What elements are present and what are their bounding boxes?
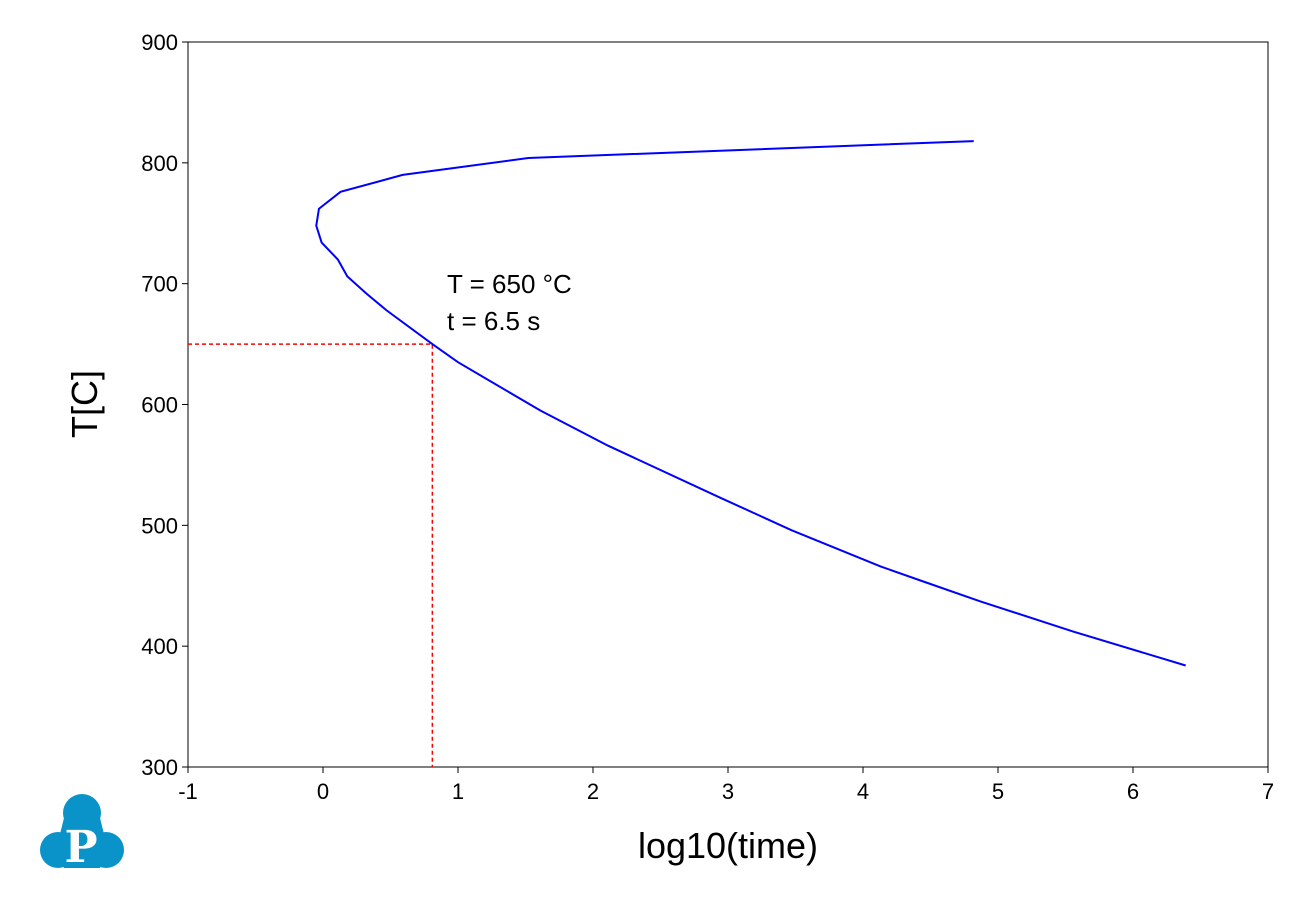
annotation-time: t = 6.5 s bbox=[447, 306, 540, 336]
y-tick-label: 500 bbox=[141, 513, 178, 538]
x-tick-label: 5 bbox=[992, 779, 1004, 804]
y-tick-label: 900 bbox=[141, 30, 178, 55]
logo: P bbox=[40, 794, 124, 873]
logo-body bbox=[56, 818, 108, 868]
x-tick-label: 1 bbox=[452, 779, 464, 804]
x-axis-label: log10(time) bbox=[638, 825, 818, 866]
y-tick-label: 300 bbox=[141, 755, 178, 780]
x-tick-label: 4 bbox=[857, 779, 869, 804]
y-tick-label: 800 bbox=[141, 151, 178, 176]
logo-letter: P bbox=[64, 822, 97, 873]
x-tick-label: -1 bbox=[178, 779, 198, 804]
guide-line bbox=[188, 343, 434, 767]
x-tick-label: 0 bbox=[317, 779, 329, 804]
x-tick-label: 3 bbox=[722, 779, 734, 804]
annotation-temperature: T = 650 °C bbox=[447, 269, 572, 299]
x-tick-label: 6 bbox=[1127, 779, 1139, 804]
y-tick-label: 400 bbox=[141, 634, 178, 659]
x-tick-label: 2 bbox=[587, 779, 599, 804]
y-tick-label: 700 bbox=[141, 272, 178, 297]
y-axis-label: T[C] bbox=[64, 370, 105, 438]
series-line bbox=[315, 140, 1186, 667]
y-tick-label: 600 bbox=[141, 393, 178, 418]
x-tick-label: 7 bbox=[1262, 779, 1274, 804]
